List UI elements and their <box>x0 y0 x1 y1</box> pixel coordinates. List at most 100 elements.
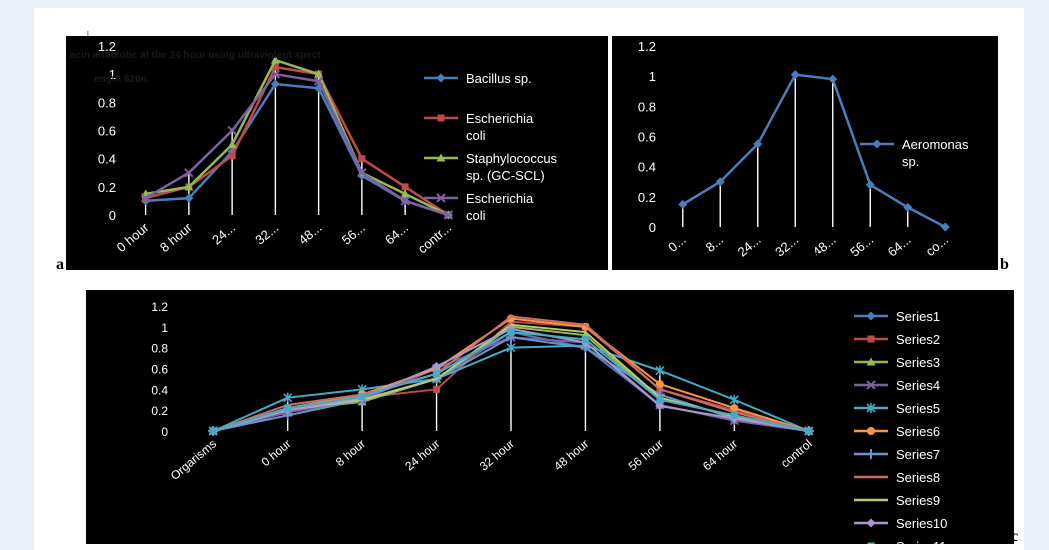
legend-label: sp. <box>902 154 919 169</box>
data-point <box>400 189 410 198</box>
x-tick-label: 24... <box>209 220 238 248</box>
legend-label: Series10 <box>896 516 947 531</box>
data-point <box>284 404 292 412</box>
data-point <box>401 183 409 191</box>
series-line <box>212 315 810 432</box>
y-tick-label: 0.4 <box>638 160 656 175</box>
y-tick-label: 0.8 <box>151 342 168 356</box>
y-tick-label: 1.2 <box>151 300 168 314</box>
legend-marker <box>437 114 445 122</box>
data-point <box>270 79 280 89</box>
series-line <box>145 58 449 217</box>
y-tick-label: 0.6 <box>151 363 168 377</box>
data-point <box>805 427 813 435</box>
x-tick-label: 48 hour <box>551 437 591 474</box>
x-axis-title: Axis Title <box>783 250 841 265</box>
y-tick-label: 1.2 <box>638 39 656 54</box>
series-line <box>145 65 450 217</box>
legend-marker <box>866 380 876 390</box>
legend-label: Series11 <box>896 539 946 544</box>
x-axis-title: Axis Title <box>484 509 537 523</box>
legend-label: coli <box>466 208 486 223</box>
legend-label: Series8 <box>896 470 940 485</box>
chart-c-svg: 0 0.2 0.4 0.6 0.8 1 1.2 Orgarisms 0 hour 8 hour 24… <box>107 300 947 550</box>
legend-marker <box>866 311 876 321</box>
y-tick-label: 0 <box>649 220 656 235</box>
chart-b-svg: 00.20.40.60.811.20... 8... 24... 32... 48...… <box>615 39 969 265</box>
data-point <box>903 202 913 212</box>
data-point <box>358 393 366 401</box>
chart-panel-c: 0 0.2 0.4 0.6 0.8 1 1.2 Orgarisms 0 hour 8 hour 24… <box>86 290 1014 550</box>
y-tick-label: 0.4 <box>151 383 168 397</box>
y-tick-label: 0.2 <box>151 404 168 418</box>
x-axis-title: Axis Title <box>269 253 327 268</box>
legend-marker <box>867 335 875 343</box>
x-tick-label: 48... <box>296 220 325 248</box>
data-point <box>828 74 838 84</box>
data-point <box>656 396 664 404</box>
overlay-text: ength 620n. <box>94 74 150 85</box>
legend-label: Series7 <box>896 447 940 462</box>
legend-label: Aeromonas <box>902 137 969 152</box>
data-point <box>271 63 279 71</box>
x-tick-label: control <box>778 437 815 471</box>
legend-marker <box>436 153 446 162</box>
y-axis-title: Axis Title <box>71 109 85 162</box>
x-tick-label: 0 hour <box>259 437 294 470</box>
legend-marker <box>436 193 446 203</box>
legend-label: Series4 <box>896 378 940 393</box>
legend-label: Series1 <box>896 309 940 324</box>
data-point <box>227 140 237 149</box>
y-tick-label: 0 <box>109 208 116 223</box>
chart-a-svg: 0 0.2 0.4 0.6 0.8 1 1.2 0 hour 8 hour 24... 32... 4… <box>70 39 558 268</box>
x-tick-label: 56... <box>847 232 876 260</box>
legend-label: coli <box>466 128 486 143</box>
data-point <box>655 365 665 376</box>
legend-label: Escherichia <box>466 191 534 206</box>
legend-marker <box>867 542 875 550</box>
x-tick-label: 32 hour <box>477 437 517 474</box>
x-tick-label: 56 hour <box>626 437 666 474</box>
data-point <box>443 210 454 220</box>
panel-letter-c: c <box>1011 528 1019 545</box>
legend-label: Series6 <box>896 424 940 439</box>
y-tick-label: 1 <box>109 67 116 82</box>
panel-letter-b: b <box>1000 256 1009 273</box>
legend-marker <box>866 403 876 413</box>
x-tick-label: 8 hour <box>157 219 195 255</box>
data-point <box>358 155 366 163</box>
x-tick-label: 56... <box>339 220 368 248</box>
data-point <box>730 411 738 419</box>
y-tick-label: 1.2 <box>98 39 116 54</box>
data-point <box>184 182 194 191</box>
y-tick-label: 1 <box>649 69 656 84</box>
legend-marker <box>867 427 875 435</box>
legend-marker <box>866 357 876 366</box>
x-tick-label: co... <box>923 232 951 259</box>
x-tick-label: 24 hour <box>402 437 442 474</box>
data-point <box>433 385 441 393</box>
chart-panel-a: 0 0.2 0.4 0.6 0.8 1 1.2 0 hour 8 hour 24... 32... 4… <box>66 36 608 270</box>
data-point <box>655 401 665 411</box>
legend-marker <box>866 449 876 459</box>
series-line <box>682 73 946 229</box>
panel-letter-a: a <box>56 256 64 273</box>
data-point <box>184 193 194 203</box>
y-tick-label: 0.2 <box>638 190 656 205</box>
data-point <box>228 152 236 160</box>
y-tick-label: 0.4 <box>98 152 116 167</box>
legend-label: Bacillus sp. <box>466 71 532 86</box>
y-tick-label: 0.8 <box>98 95 116 110</box>
y-tick-label: 0 <box>161 425 168 439</box>
legend-label: Series9 <box>896 493 940 508</box>
legend-marker <box>872 139 882 149</box>
y-tick-label: 0.2 <box>98 180 116 195</box>
x-tick-label: Orgarisms <box>168 437 219 483</box>
data-point <box>209 427 217 435</box>
chart-panel-b: 0 0.2 0.4 0.6 0.8 1 1.2 0... 8... 24... 32... 48...… <box>612 36 998 270</box>
data-point <box>140 193 151 203</box>
series-line <box>144 72 449 217</box>
data-point <box>400 196 410 206</box>
legend-label: sp. (GC-SCL) <box>466 168 545 183</box>
data-point <box>507 328 515 336</box>
